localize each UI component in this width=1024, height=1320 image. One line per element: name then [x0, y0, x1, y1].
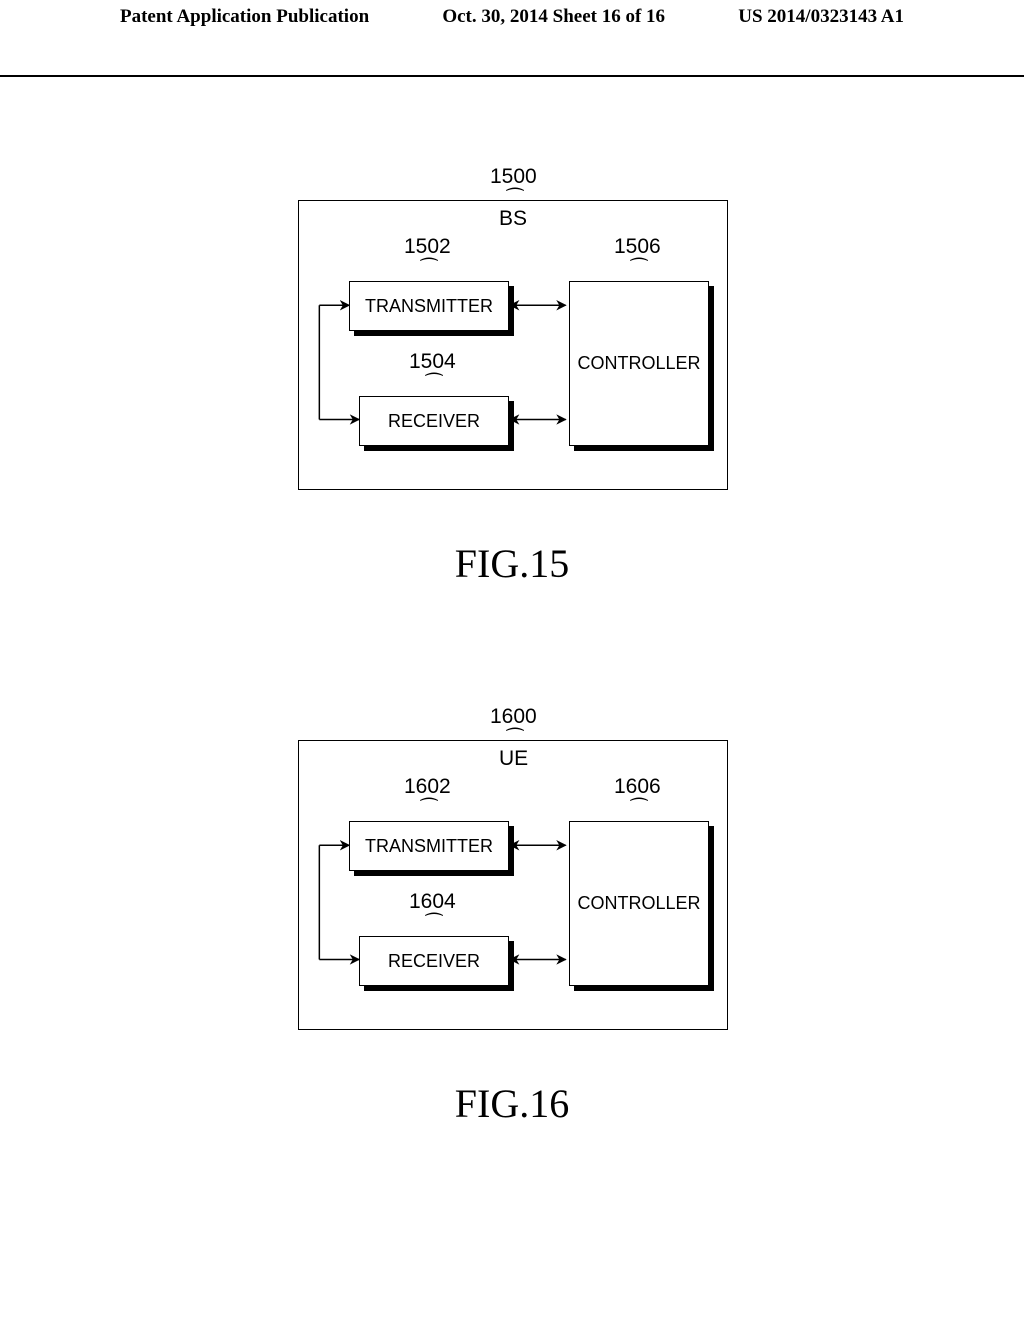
header-center: Oct. 30, 2014 Sheet 16 of 16: [442, 6, 665, 28]
fig16-caption: FIG.16: [0, 1080, 1024, 1127]
fig15-rx-ref: 1504: [409, 350, 456, 374]
fig15-receiver-box: RECEIVER: [359, 396, 509, 446]
fig16-transmitter-label: TRANSMITTER: [365, 836, 493, 857]
fig16-ctrl-paren: ⁀: [631, 797, 647, 822]
fig16-controller-label: CONTROLLER: [577, 893, 700, 914]
fig16-receiver-label: RECEIVER: [388, 951, 480, 972]
header-left: Patent Application Publication: [120, 6, 369, 28]
fig15-caption: FIG.15: [0, 540, 1024, 587]
fig15-title: BS: [499, 207, 527, 231]
fig15-tx-paren: ⁀: [421, 257, 437, 282]
header-row: Patent Application Publication Oct. 30, …: [0, 0, 1024, 28]
fig16-rx-paren: ⁀: [426, 912, 442, 937]
fig16-diagram: UE TRANSMITTER 1602 ⁀ RECEIVER 1604 ⁀ CO…: [298, 740, 728, 1030]
fig16-receiver-box: RECEIVER: [359, 936, 509, 986]
fig15-receiver-label: RECEIVER: [388, 411, 480, 432]
fig16-rx-ref: 1604: [409, 890, 456, 914]
fig15-controller-label: CONTROLLER: [577, 353, 700, 374]
fig15-diagram: BS TRANSMITTER 1502 ⁀ RECEIVER 1504 ⁀ CO…: [298, 200, 728, 490]
fig15-ctrl-ref: 1506: [614, 235, 661, 259]
fig15-rx-paren: ⁀: [426, 372, 442, 397]
header-right: US 2014/0323143 A1: [738, 6, 904, 28]
fig16-controller-box: CONTROLLER: [569, 821, 709, 986]
fig16-tx-ref: 1602: [404, 775, 451, 799]
fig15-transmitter-box: TRANSMITTER: [349, 281, 509, 331]
header-rule: [0, 75, 1024, 77]
fig15-controller-box: CONTROLLER: [569, 281, 709, 446]
fig15-ctrl-paren: ⁀: [631, 257, 647, 282]
fig16-ctrl-ref: 1606: [614, 775, 661, 799]
fig16-transmitter-box: TRANSMITTER: [349, 821, 509, 871]
page: Patent Application Publication Oct. 30, …: [0, 0, 1024, 1320]
fig15-tx-ref: 1502: [404, 235, 451, 259]
fig16-outer-ref: 1600: [490, 705, 537, 729]
fig15-transmitter-label: TRANSMITTER: [365, 296, 493, 317]
fig16-title: UE: [499, 747, 528, 771]
fig16-tx-paren: ⁀: [421, 797, 437, 822]
fig15-outer-ref: 1500: [490, 165, 537, 189]
